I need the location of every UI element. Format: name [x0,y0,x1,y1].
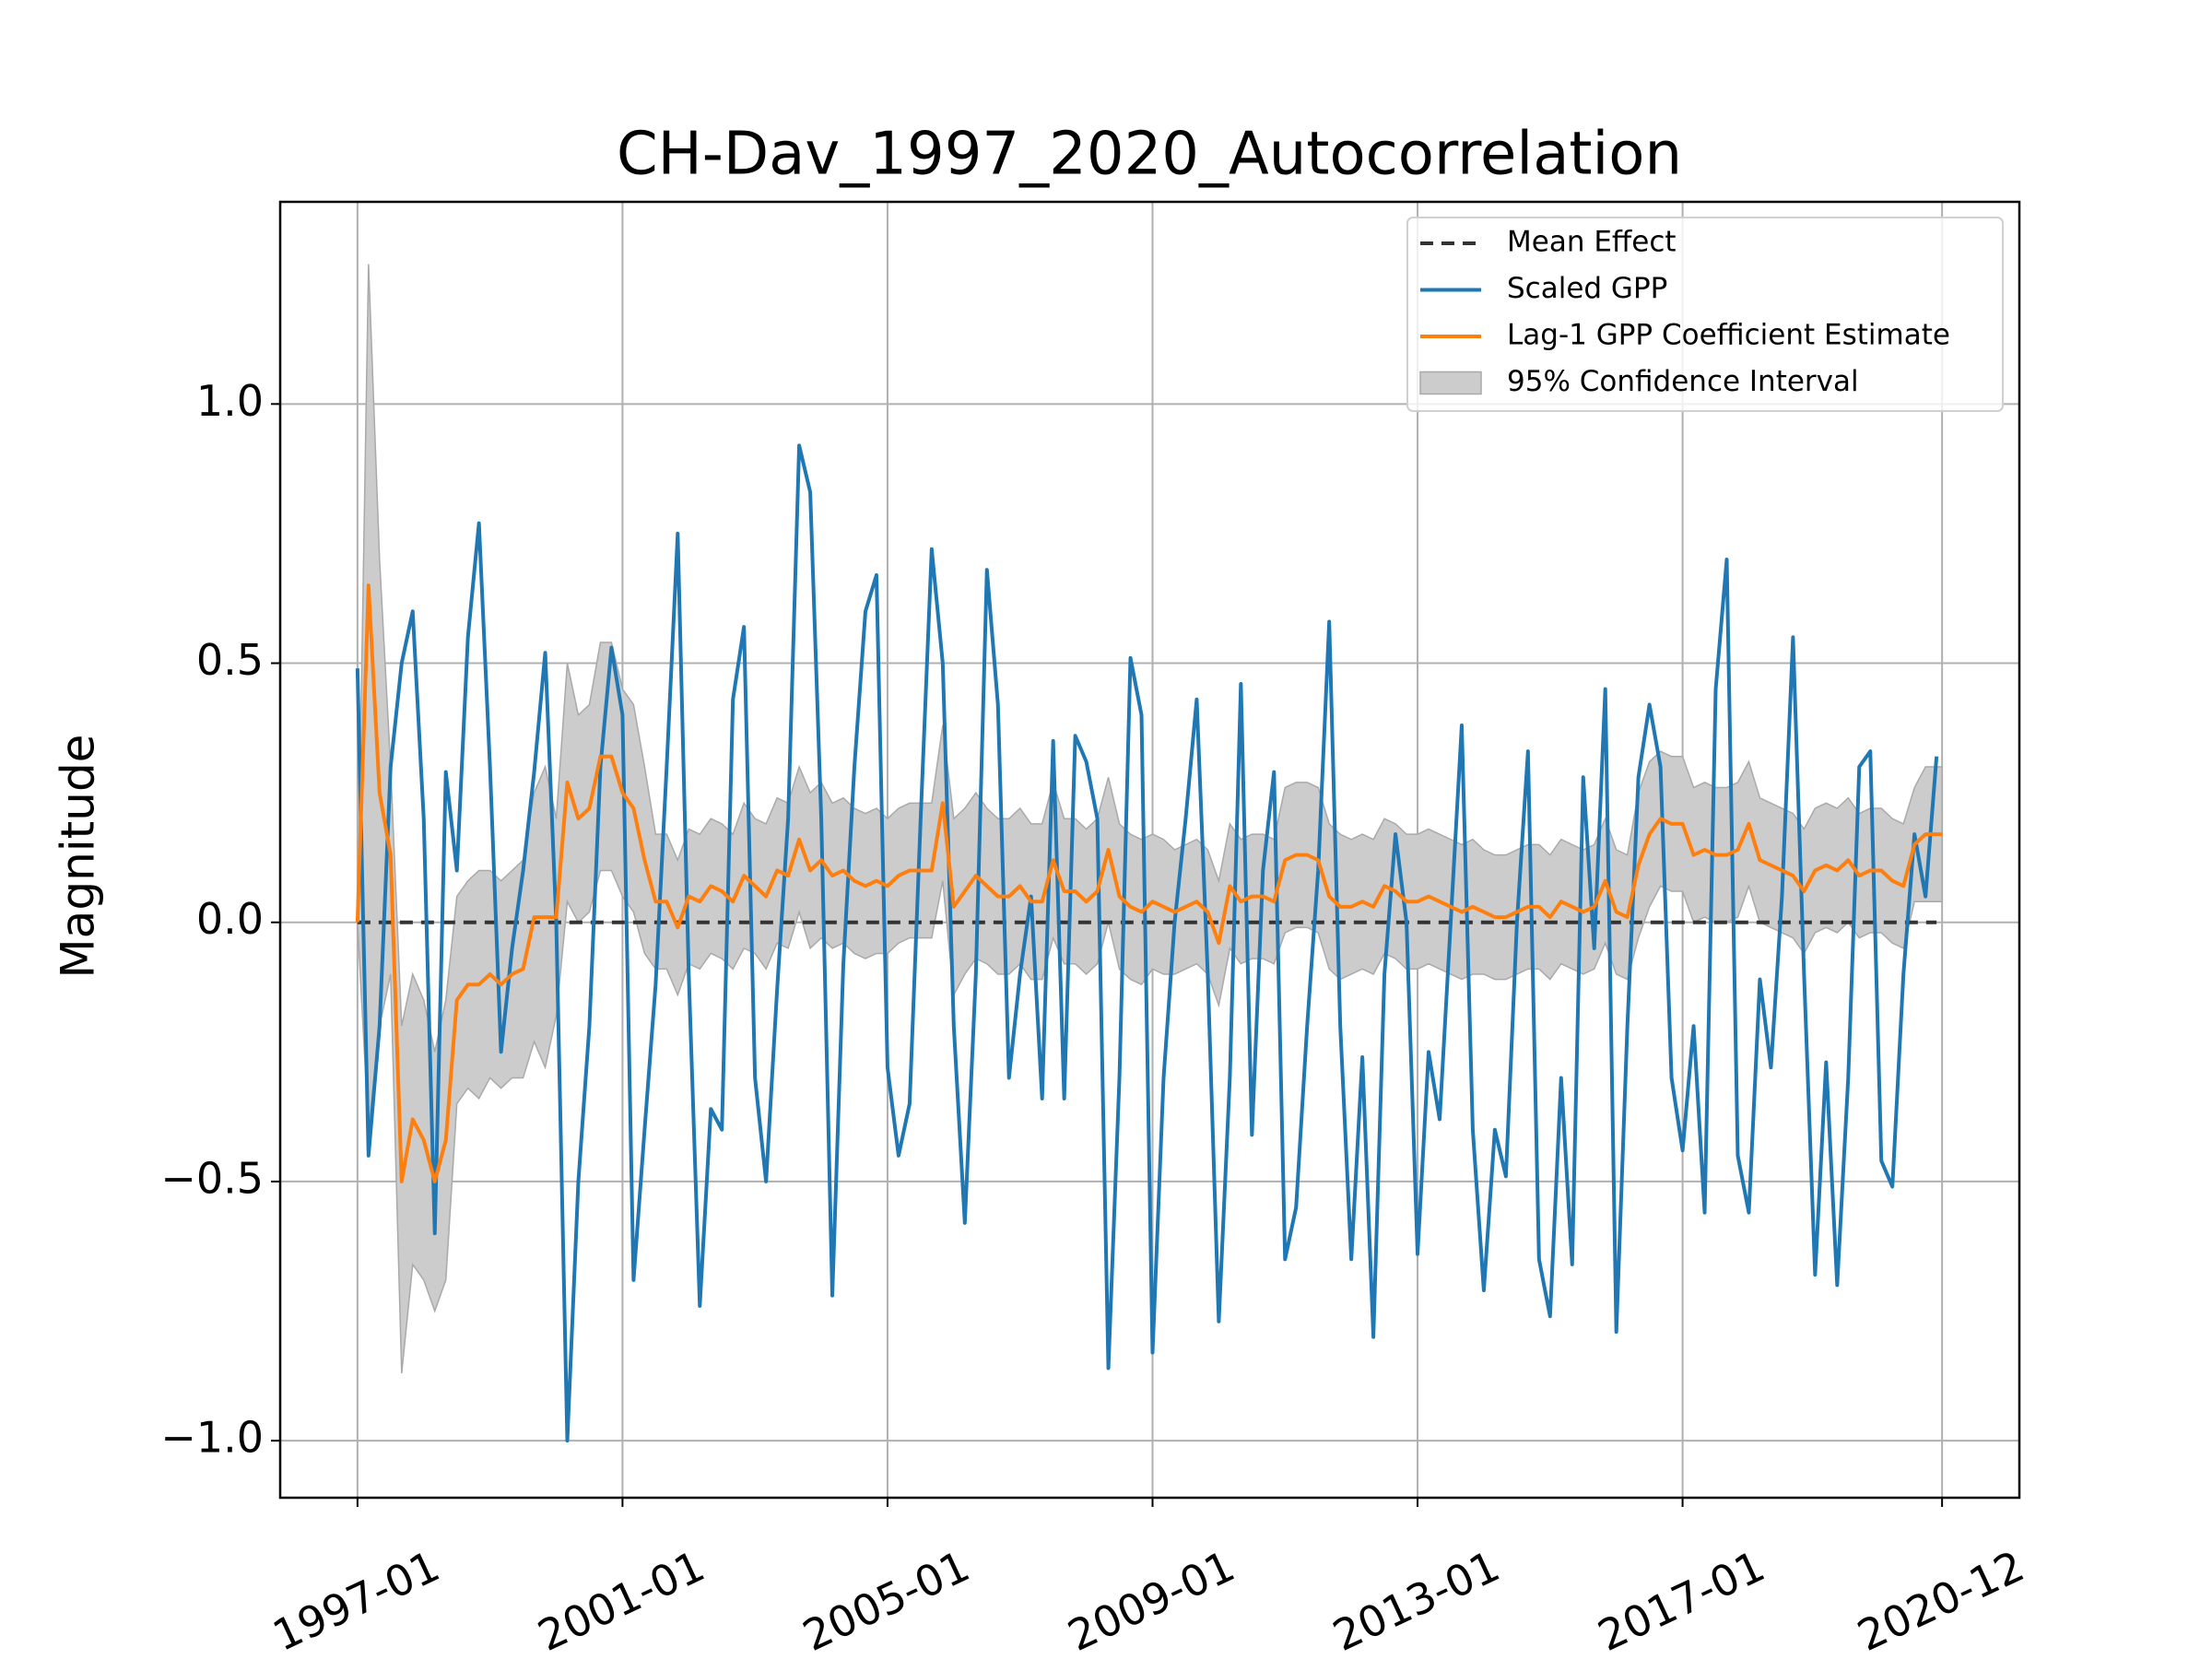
legend-label: Lag-1 GPP Coefficient Estimate [1507,319,1950,352]
x-tick-label: 2001-01 [530,1541,712,1659]
legend-swatch [1419,371,1482,395]
axes-frame [278,200,2021,1500]
y-tick-label: −1.0 [160,1413,264,1463]
x-tick-label: 2017-01 [1591,1541,1772,1659]
legend: Mean Effect Scaled GPP Lag-1 GPP Coefficie… [1406,217,2004,412]
legend-label: Scaled GPP [1507,272,1667,305]
data-line [355,443,1939,1443]
legend-box [1406,217,2004,412]
y-tick-label: −0.5 [160,1153,264,1203]
y-axis-label: Magnitude [52,735,105,979]
y-tick-label: 1.0 [196,376,264,426]
x-tick-label: 1997-01 [265,1541,447,1659]
x-tick-label: 2020-12 [1850,1541,2031,1659]
y-tick-label: 0.0 [196,894,264,944]
chart-title: CH-Dav_1997_2020_Autocorrelation [617,121,1682,189]
plot-area [355,264,1943,1443]
legend-label: Mean Effect [1507,226,1677,259]
legend-label: 95% Confidence Interval [1507,365,1859,398]
x-tick-label: 2005-01 [795,1541,977,1659]
x-tick-label: 2009-01 [1061,1541,1242,1659]
y-tick-label: 0.5 [196,635,264,685]
x-tick-label: 2013-01 [1325,1541,1507,1659]
data-line [355,583,1943,1183]
